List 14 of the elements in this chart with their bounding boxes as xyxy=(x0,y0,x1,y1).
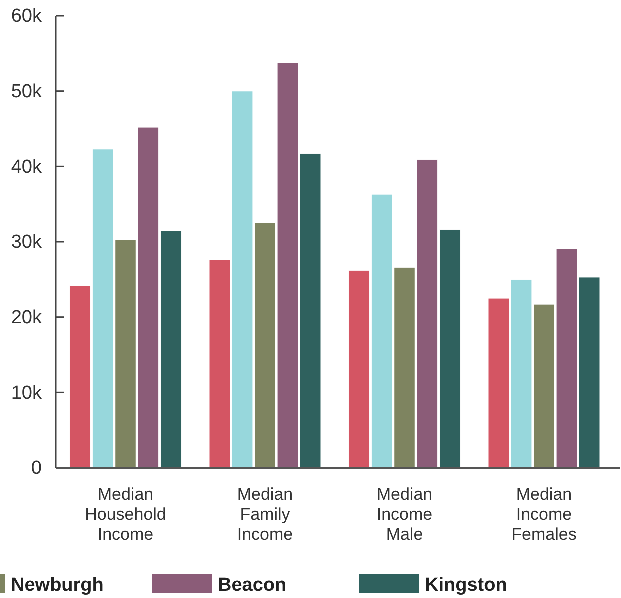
y-tick-label: 50k xyxy=(11,81,42,102)
legend-label: Kingston xyxy=(425,575,508,596)
x-tick-label: Median Income Male xyxy=(376,485,433,544)
x-tick-label: Median Family Income xyxy=(237,485,294,544)
legend-label: Beacon xyxy=(218,575,287,596)
y-tick-label: 10k xyxy=(11,382,42,404)
y-tick-label: 0 xyxy=(31,458,42,480)
y-tick-label: 40k xyxy=(11,156,42,178)
y-tick-label: 60k xyxy=(11,6,42,28)
x-tick-label: Median Income Females xyxy=(512,485,577,544)
x-tick-label: Median Household Income xyxy=(85,485,166,544)
y-tick-label: 20k xyxy=(11,307,42,328)
y-tick-label: 30k xyxy=(11,232,42,254)
legend-label: Newburgh xyxy=(11,575,104,596)
